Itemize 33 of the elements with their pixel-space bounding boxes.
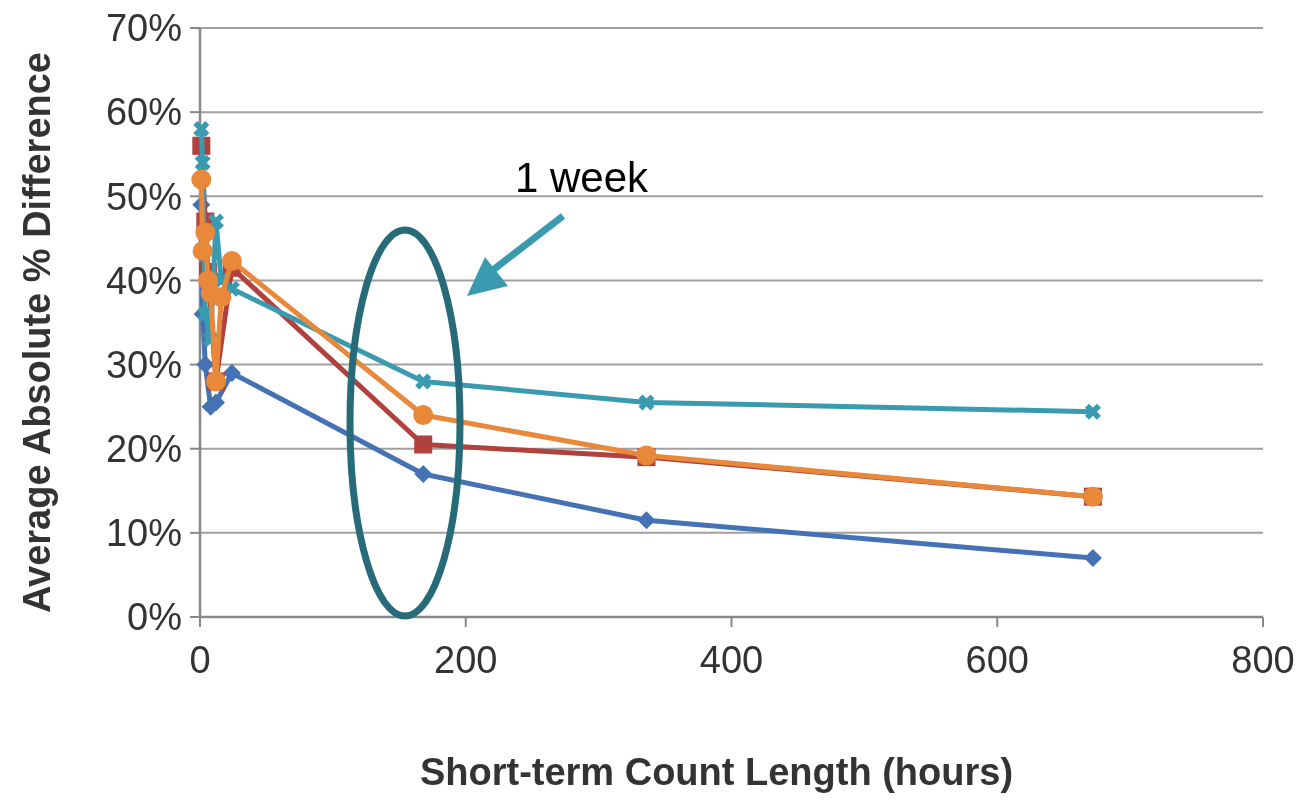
- point: [222, 363, 241, 382]
- point: [638, 394, 655, 411]
- x-tick-label: 400: [699, 639, 764, 681]
- point: [1083, 549, 1102, 568]
- y-tick-label: 20%: [105, 428, 182, 471]
- y-tick-label: 60%: [105, 91, 182, 134]
- point: [414, 464, 433, 483]
- x-tick-label: 200: [434, 639, 498, 681]
- y-tick-label: 50%: [105, 175, 182, 218]
- point: [193, 120, 210, 137]
- x-tick-label: 800: [1231, 639, 1295, 681]
- point: [221, 251, 242, 272]
- point: [211, 287, 232, 308]
- point: [413, 405, 434, 426]
- y-axis-title: Average Absolute % Difference: [16, 51, 58, 614]
- y-tick-label: 40%: [105, 259, 182, 302]
- x-tick-label: 600: [965, 639, 1029, 681]
- y-tick-label: 70%: [105, 7, 182, 50]
- point: [415, 373, 432, 390]
- point: [192, 240, 213, 261]
- y-tick-label: 30%: [105, 343, 182, 386]
- y-tick-label: 10%: [105, 512, 182, 555]
- point: [191, 169, 212, 190]
- point: [637, 511, 656, 530]
- x-tick-label: 0: [189, 639, 211, 681]
- annotation: 1 week: [515, 154, 650, 201]
- y-tick-label: 0%: [127, 596, 182, 639]
- point: [196, 355, 215, 374]
- point: [194, 154, 211, 171]
- point: [195, 222, 216, 243]
- point: [414, 435, 433, 454]
- point: [1084, 403, 1101, 420]
- x-axis-title: Short-term Count Length (hours): [419, 751, 1014, 793]
